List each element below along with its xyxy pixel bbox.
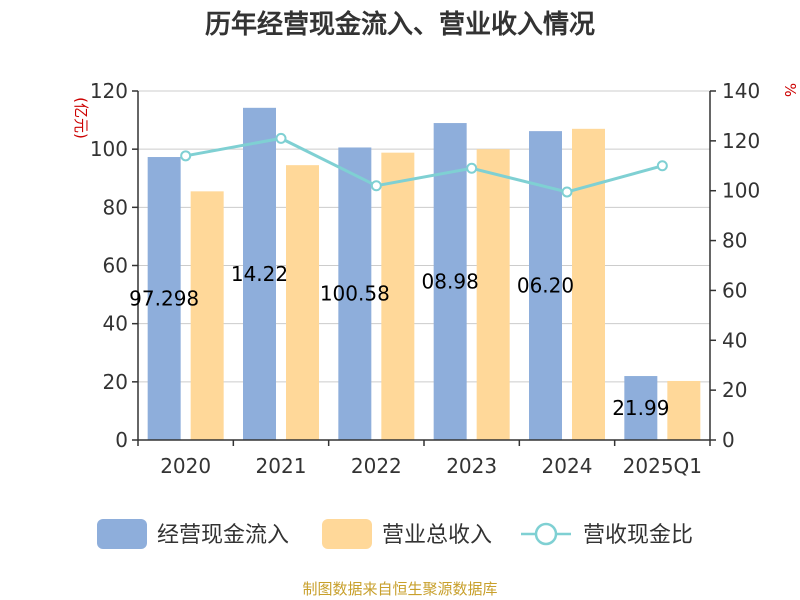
y-left-tick-label: 80 — [103, 195, 128, 219]
bar-data-label: 06.20 — [517, 274, 574, 298]
y-right-tick-label: 0 — [722, 428, 735, 452]
line-point — [561, 186, 573, 198]
line-point — [466, 162, 478, 174]
bar-data-label: 100.58 — [320, 282, 390, 306]
y-right-tick-label: 80 — [722, 229, 747, 253]
bar-revenue — [476, 149, 510, 440]
line-point — [275, 132, 287, 144]
legend-swatch-revenue — [322, 519, 372, 549]
bar-data-label: 21.99 — [612, 396, 669, 420]
axes-group: 0 20 40 60 80 100 120 0 20 40 60 80 100 120 140 2020 202… — [90, 79, 760, 478]
bar-revenue — [286, 165, 319, 440]
bars-group — [147, 107, 701, 441]
y-right-tick-label: 120 — [722, 129, 760, 153]
bar-revenue — [190, 191, 224, 440]
bar-data-label: 97.298 — [129, 287, 199, 311]
bar-data-label: 08.98 — [422, 270, 479, 294]
x-tick-label: 2024 — [542, 454, 593, 478]
x-tick-label: 2020 — [160, 454, 211, 478]
y-left-unit: (亿元) — [72, 97, 90, 139]
x-tick-label: 2025Q1 — [623, 454, 702, 478]
y-right-tick-label: 140 — [722, 79, 760, 103]
bar-cash-inflow — [147, 157, 181, 441]
bar-revenue — [667, 380, 701, 440]
line-point — [370, 180, 382, 192]
legend-swatch-ratio-marker — [534, 522, 558, 546]
y-left-tick-label: 0 — [115, 428, 128, 452]
grid-lines — [138, 90, 710, 441]
x-tick-label: 2022 — [351, 454, 402, 478]
bar-cash-inflow — [243, 107, 276, 440]
line-point — [180, 150, 192, 162]
legend-label-revenue: 营业总收入 — [382, 523, 492, 548]
y-left-tick-label: 40 — [103, 312, 128, 336]
y-right-unit: % — [781, 83, 799, 97]
line-series-group — [180, 132, 668, 198]
legend-label-cash-inflow: 经营现金流入 — [157, 523, 289, 548]
y-left-tick-label: 60 — [103, 254, 128, 278]
y-right-tick-label: 40 — [722, 328, 747, 352]
line-ratio — [185, 136, 663, 194]
y-right-tick-label: 20 — [722, 378, 747, 402]
line-point — [656, 160, 668, 172]
data-labels-group: 97.298 14.22 100.58 08.98 06.20 21.99 — [129, 262, 669, 420]
y-left-tick-label: 100 — [90, 137, 128, 161]
legend-label-ratio: 营收现金比 — [583, 523, 693, 548]
bar-revenue — [381, 152, 415, 440]
bar-revenue — [572, 128, 605, 440]
x-tick-label: 2021 — [256, 454, 307, 478]
bar-cash-inflow — [433, 123, 467, 440]
y-right-tick-label: 100 — [722, 179, 760, 203]
bar-cash-inflow — [624, 376, 658, 440]
chart-title: 历年经营现金流入、营业收入情况 — [205, 9, 595, 40]
legend-swatch-cash-inflow — [97, 519, 147, 549]
legend: 经营现金流入 营业总收入 营收现金比 — [97, 519, 693, 549]
bar-cash-inflow — [338, 147, 372, 440]
x-tick-label: 2023 — [446, 454, 497, 478]
source-note: 制图数据来自恒生聚源数据库 — [302, 580, 497, 598]
y-left-tick-label: 20 — [103, 370, 128, 394]
bar-data-label: 14.22 — [231, 262, 288, 286]
y-right-tick-label: 60 — [722, 278, 747, 302]
y-left-tick-label: 120 — [90, 79, 128, 103]
